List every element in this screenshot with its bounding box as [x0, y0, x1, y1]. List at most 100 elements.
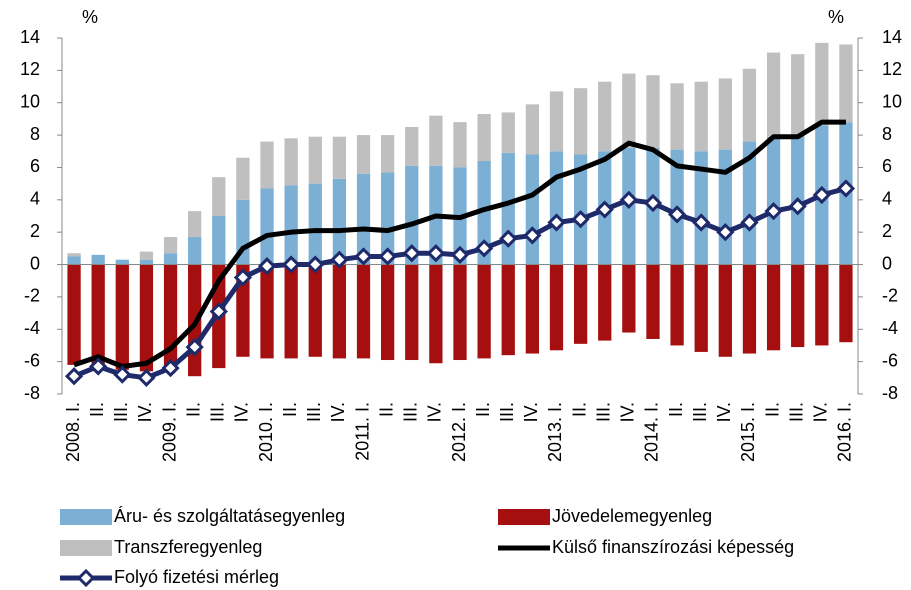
- diamond-marker: [233, 268, 253, 287]
- y2-tick-label: 14: [882, 27, 902, 47]
- diamond-marker: [788, 197, 807, 216]
- x-tick-label: II.: [183, 402, 203, 417]
- bar: [405, 264, 419, 361]
- y-tick-label: 8: [30, 124, 40, 144]
- diamond-marker: [450, 245, 470, 264]
- x-tick-label: III.: [401, 402, 421, 422]
- bar: [356, 135, 371, 174]
- y-tick-label: 2: [30, 221, 40, 241]
- x-tick-label: IV.: [811, 402, 831, 422]
- bar: [670, 83, 684, 150]
- bar: [646, 75, 660, 149]
- legend-label: Folyó fizetési mérleg: [114, 567, 279, 587]
- bar: [670, 264, 684, 346]
- bar: [212, 177, 226, 216]
- bar: [308, 136, 322, 184]
- x-tick-label: III.: [786, 402, 806, 422]
- bar: [453, 122, 467, 168]
- x-tick-label: 2015. I.: [738, 402, 758, 462]
- bar: [381, 264, 395, 361]
- bar: [525, 264, 539, 354]
- bar: [839, 264, 853, 343]
- bar: [573, 154, 588, 265]
- bar: [308, 183, 322, 265]
- y-tick-label: 4: [30, 189, 40, 209]
- diamond-marker: [619, 190, 638, 209]
- legend-label: Jövedelemegyenleg: [552, 506, 712, 526]
- legend-marker: [76, 568, 96, 588]
- x-tick-label: III.: [690, 402, 710, 422]
- diamond-marker: [257, 257, 277, 276]
- x-tick-label: IV.: [425, 402, 445, 422]
- y-tick-label: -2: [24, 286, 40, 306]
- bar: [501, 152, 515, 265]
- y2-tick-label: 6: [882, 156, 892, 176]
- diamond-marker: [571, 210, 590, 229]
- y2-tick-label: -6: [882, 350, 898, 370]
- x-tick-label: II.: [280, 402, 300, 417]
- bar: [791, 264, 805, 348]
- diamond-marker: [113, 365, 132, 384]
- x-tick-label: III.: [304, 402, 324, 422]
- x-tick-label: II.: [87, 402, 107, 417]
- bar: [742, 264, 757, 354]
- bar: [115, 264, 129, 370]
- legend-label: Transzferegyenleg: [114, 537, 262, 557]
- x-tick-label: IV.: [232, 402, 252, 422]
- diamond-marker: [595, 200, 614, 219]
- bar: [260, 141, 274, 189]
- bar: [332, 264, 347, 359]
- bar: [525, 104, 539, 155]
- diamond-marker: [426, 244, 446, 263]
- x-tick-label: 2016. I.: [835, 402, 855, 462]
- bar: [766, 52, 781, 137]
- x-tick-label: III.: [208, 402, 228, 422]
- legend-swatch: [60, 540, 112, 556]
- y-tick-label: 0: [30, 253, 40, 273]
- bar: [429, 264, 443, 364]
- bar: [139, 259, 154, 265]
- bar: [549, 151, 564, 265]
- bar: [791, 54, 805, 136]
- x-tick-label: 2011. I.: [352, 402, 372, 461]
- x-tick-label: II.: [569, 402, 589, 417]
- x-tick-label: IV.: [328, 402, 348, 422]
- bar: [67, 256, 81, 265]
- x-tick-label: III.: [593, 402, 613, 422]
- y-tick-label: 6: [30, 156, 40, 176]
- y-tick-label: 14: [20, 27, 40, 47]
- diamond-marker: [812, 185, 831, 205]
- bar: [236, 264, 250, 357]
- y2-axis-unit: %: [828, 7, 844, 27]
- diamond-marker: [402, 244, 421, 263]
- bar: [429, 115, 443, 166]
- bar: [694, 151, 708, 265]
- bar: [501, 264, 515, 356]
- bar: [332, 178, 347, 265]
- x-tick-label: 2013. I.: [545, 402, 565, 462]
- diamond-marker: [185, 337, 204, 357]
- y2-tick-label: 8: [882, 124, 892, 144]
- x-tick-label: 2009. I.: [159, 402, 179, 462]
- bar: [622, 73, 636, 149]
- x-tick-label: II.: [376, 402, 396, 417]
- bar: [91, 254, 105, 265]
- diamond-marker: [692, 213, 711, 232]
- y2-tick-label: -4: [882, 318, 898, 338]
- x-tick-label: 2008. I.: [63, 402, 83, 462]
- diamond-marker: [330, 250, 349, 269]
- bar: [766, 264, 781, 351]
- bar: [405, 127, 419, 166]
- bar: [622, 264, 636, 333]
- diamond-marker: [764, 202, 783, 221]
- y2-tick-label: 0: [882, 253, 892, 273]
- bar: [549, 91, 564, 152]
- bar: [284, 185, 298, 265]
- bar: [815, 264, 829, 346]
- bar: [501, 112, 515, 153]
- x-tick-label: III.: [111, 402, 131, 422]
- y-axis-unit: %: [82, 7, 98, 27]
- bar: [67, 264, 81, 365]
- diamond-marker: [547, 213, 566, 232]
